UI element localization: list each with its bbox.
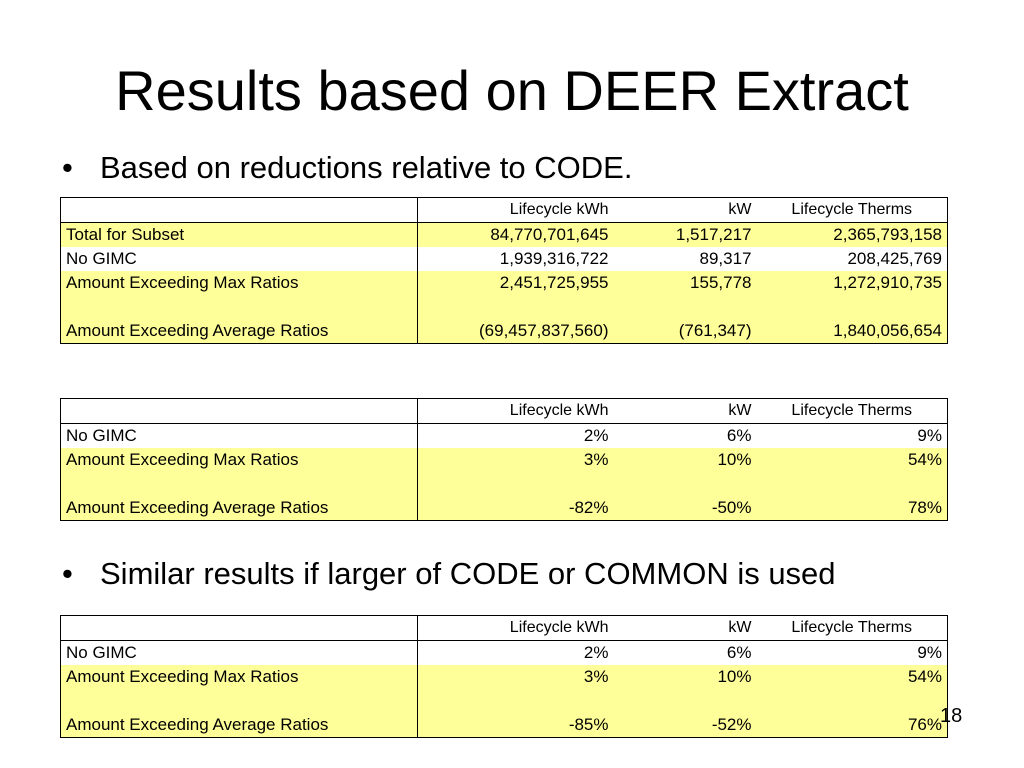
table-row: Amount Exceeding Average Ratios (69,457,8… — [60, 319, 948, 344]
table-row — [60, 472, 948, 496]
row-label-cell: Amount Exceeding Max Ratios — [60, 665, 418, 689]
therms-cell: 78% — [756, 496, 948, 521]
bullet-item-similar-results: • Similar results if larger of CODE or CO… — [62, 556, 836, 592]
column-header-kw: kW — [613, 197, 757, 223]
column-header-kwh: Lifecycle kWh — [417, 197, 614, 223]
therms-cell: 76% — [756, 713, 948, 738]
therms-cell — [756, 295, 948, 319]
row-label-cell: No GIMC — [60, 423, 418, 448]
table-row: Amount Exceeding Max Ratios 3% 10% 54% — [60, 665, 948, 689]
kwh-cell — [417, 689, 614, 713]
kw-cell: 89,317 — [699, 249, 752, 268]
row-label-cell — [60, 689, 418, 713]
bullet-icon: • — [62, 150, 73, 185]
therms-cell: 1,272,910,735 — [756, 271, 948, 295]
therms-cell: 2,365,793,158 — [756, 222, 948, 247]
kw-cell — [613, 295, 757, 319]
therms-cell: 54% — [756, 665, 948, 689]
therms-cell: 208,425,769 — [756, 247, 948, 271]
table-row: Amount Exceeding Max Ratios 3% 10% 54% — [60, 448, 948, 472]
column-header-therms: Lifecycle Therms — [756, 615, 948, 641]
results-table-absolute: Lifecycle kWh kW Lifecycle Therms Total … — [60, 197, 948, 344]
kwh-cell: -85% — [417, 713, 614, 738]
kw-cell: -52% — [613, 713, 757, 738]
kw-cell: 1,517,217 — [613, 222, 757, 247]
row-label-cell: Amount Exceeding Average Ratios — [60, 319, 418, 344]
kw-cell — [613, 472, 757, 496]
therms-cell: 54% — [756, 448, 948, 472]
slide-number: 18 — [940, 705, 963, 727]
therms-cell — [756, 689, 948, 713]
kw-cell: 10% — [613, 665, 757, 689]
therms-cell: 1,840,056,654 — [756, 319, 948, 344]
kw-cell: 6% — [726, 643, 752, 662]
bullet-text: Similar results if larger of CODE or COM… — [100, 556, 836, 591]
kw-cell: (761,347) — [613, 319, 757, 344]
table-row: Amount Exceeding Average Ratios -82% -50% 7… — [60, 496, 948, 521]
table-row: Total for Subset 84,770,701,645 1,517,217 2… — [60, 222, 948, 247]
kwh-cell: 84,770,701,645 — [417, 222, 614, 247]
therms-cell: 9% — [756, 640, 948, 665]
column-header-kwh: Lifecycle kWh — [417, 398, 614, 424]
therms-cell: 9% — [756, 423, 948, 448]
kwh-cell: 3% — [417, 448, 614, 472]
column-header-blank — [60, 197, 418, 223]
table-row: Amount Exceeding Max Ratios 2,451,725,955… — [60, 271, 948, 295]
column-header-blank — [60, 398, 418, 424]
row-label-cell — [60, 472, 418, 496]
slide-title: Results based on DEER Extract — [115, 59, 909, 122]
kwh-cell: 1,939,316,722 — [499, 249, 609, 268]
table-row: No GIMC 1,939,316,722 89,317 208,425,769 — [60, 247, 948, 271]
kwh-cell: 2,451,725,955 — [417, 271, 614, 295]
row-label-cell: Total for Subset — [60, 222, 418, 247]
row-label-cell: Amount Exceeding Average Ratios — [60, 713, 418, 738]
kw-cell: -50% — [613, 496, 757, 521]
row-label-cell: No GIMC — [60, 247, 418, 271]
bullet-icon: • — [62, 556, 73, 591]
column-header-therms: Lifecycle Therms — [756, 197, 948, 223]
bullet-text: Based on reductions relative to CODE. — [100, 150, 633, 185]
kw-cell — [613, 689, 757, 713]
table-row — [60, 689, 948, 713]
table-header-row: Lifecycle kWh kW Lifecycle Therms — [60, 197, 948, 223]
kwh-cell: 3% — [417, 665, 614, 689]
column-header-kw: kW — [613, 398, 757, 424]
table-row: No GIMC 2% 6% 9% — [60, 640, 948, 665]
kwh-cell: -82% — [417, 496, 614, 521]
table-row — [60, 295, 948, 319]
row-label-cell: No GIMC — [60, 640, 418, 665]
table-header-row: Lifecycle kWh kW Lifecycle Therms — [60, 398, 948, 424]
table-header-row: Lifecycle kWh kW Lifecycle Therms — [60, 615, 948, 641]
kw-cell: 6% — [726, 426, 752, 445]
column-header-kw: kW — [613, 615, 757, 641]
kw-cell: 10% — [613, 448, 757, 472]
column-header-kwh: Lifecycle kWh — [417, 615, 614, 641]
kwh-cell — [417, 295, 614, 319]
column-header-therms: Lifecycle Therms — [756, 398, 948, 424]
kwh-cell — [417, 472, 614, 496]
kw-cell: 155,778 — [613, 271, 757, 295]
column-header-blank — [60, 615, 418, 641]
results-table-percent-code-or-common: Lifecycle kWh kW Lifecycle Therms No GIM… — [60, 615, 948, 738]
kwh-cell: 2% — [583, 643, 609, 662]
row-label-cell — [60, 295, 418, 319]
bullet-item-reductions: • Based on reductions relative to CODE. — [62, 150, 632, 186]
kwh-cell: (69,457,837,560) — [417, 319, 614, 344]
kwh-cell: 2% — [583, 426, 609, 445]
therms-cell — [756, 472, 948, 496]
row-label-cell: Amount Exceeding Max Ratios — [60, 271, 418, 295]
row-label-cell: Amount Exceeding Average Ratios — [60, 496, 418, 521]
table-row: Amount Exceeding Average Ratios -85% -52% 7… — [60, 713, 948, 738]
row-label-cell: Amount Exceeding Max Ratios — [60, 448, 418, 472]
table-row: No GIMC 2% 6% 9% — [60, 423, 948, 448]
results-table-percent-code: Lifecycle kWh kW Lifecycle Therms No GIM… — [60, 398, 948, 521]
